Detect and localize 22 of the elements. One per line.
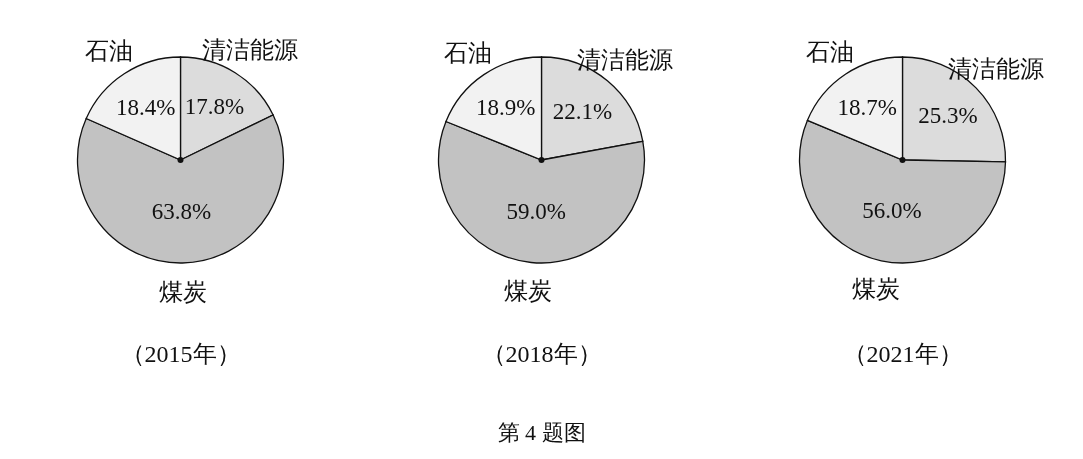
slice-label: 清洁能源 xyxy=(947,56,1044,83)
data-label: 18.7% xyxy=(837,94,897,120)
data-label: 63.8% xyxy=(151,199,212,225)
slice-label: 煤炭 xyxy=(851,276,900,303)
text: （2015年） xyxy=(120,341,241,367)
data-label: 22.1% xyxy=(552,98,613,124)
slice-label: 煤炭 xyxy=(158,278,207,305)
data-label: 25.3% xyxy=(918,103,978,129)
slice-label: 石油 xyxy=(85,38,134,65)
data-label: 18.9% xyxy=(476,95,536,121)
data-label: 17.8% xyxy=(184,93,245,119)
slice-label: 石油 xyxy=(444,39,493,66)
slice-label: 清洁能源 xyxy=(201,37,298,64)
text: （2021年） xyxy=(842,341,963,367)
slice-label: 煤炭 xyxy=(504,278,553,305)
data-label: 18.4% xyxy=(115,94,176,120)
data-label: 59.0% xyxy=(506,199,567,225)
data-label: 56.0% xyxy=(862,198,922,224)
text: （2018年） xyxy=(481,341,602,367)
slice-label: 清洁能源 xyxy=(577,47,674,74)
text: 第 4 题图 xyxy=(497,420,586,445)
slice-label: 石油 xyxy=(806,39,854,66)
